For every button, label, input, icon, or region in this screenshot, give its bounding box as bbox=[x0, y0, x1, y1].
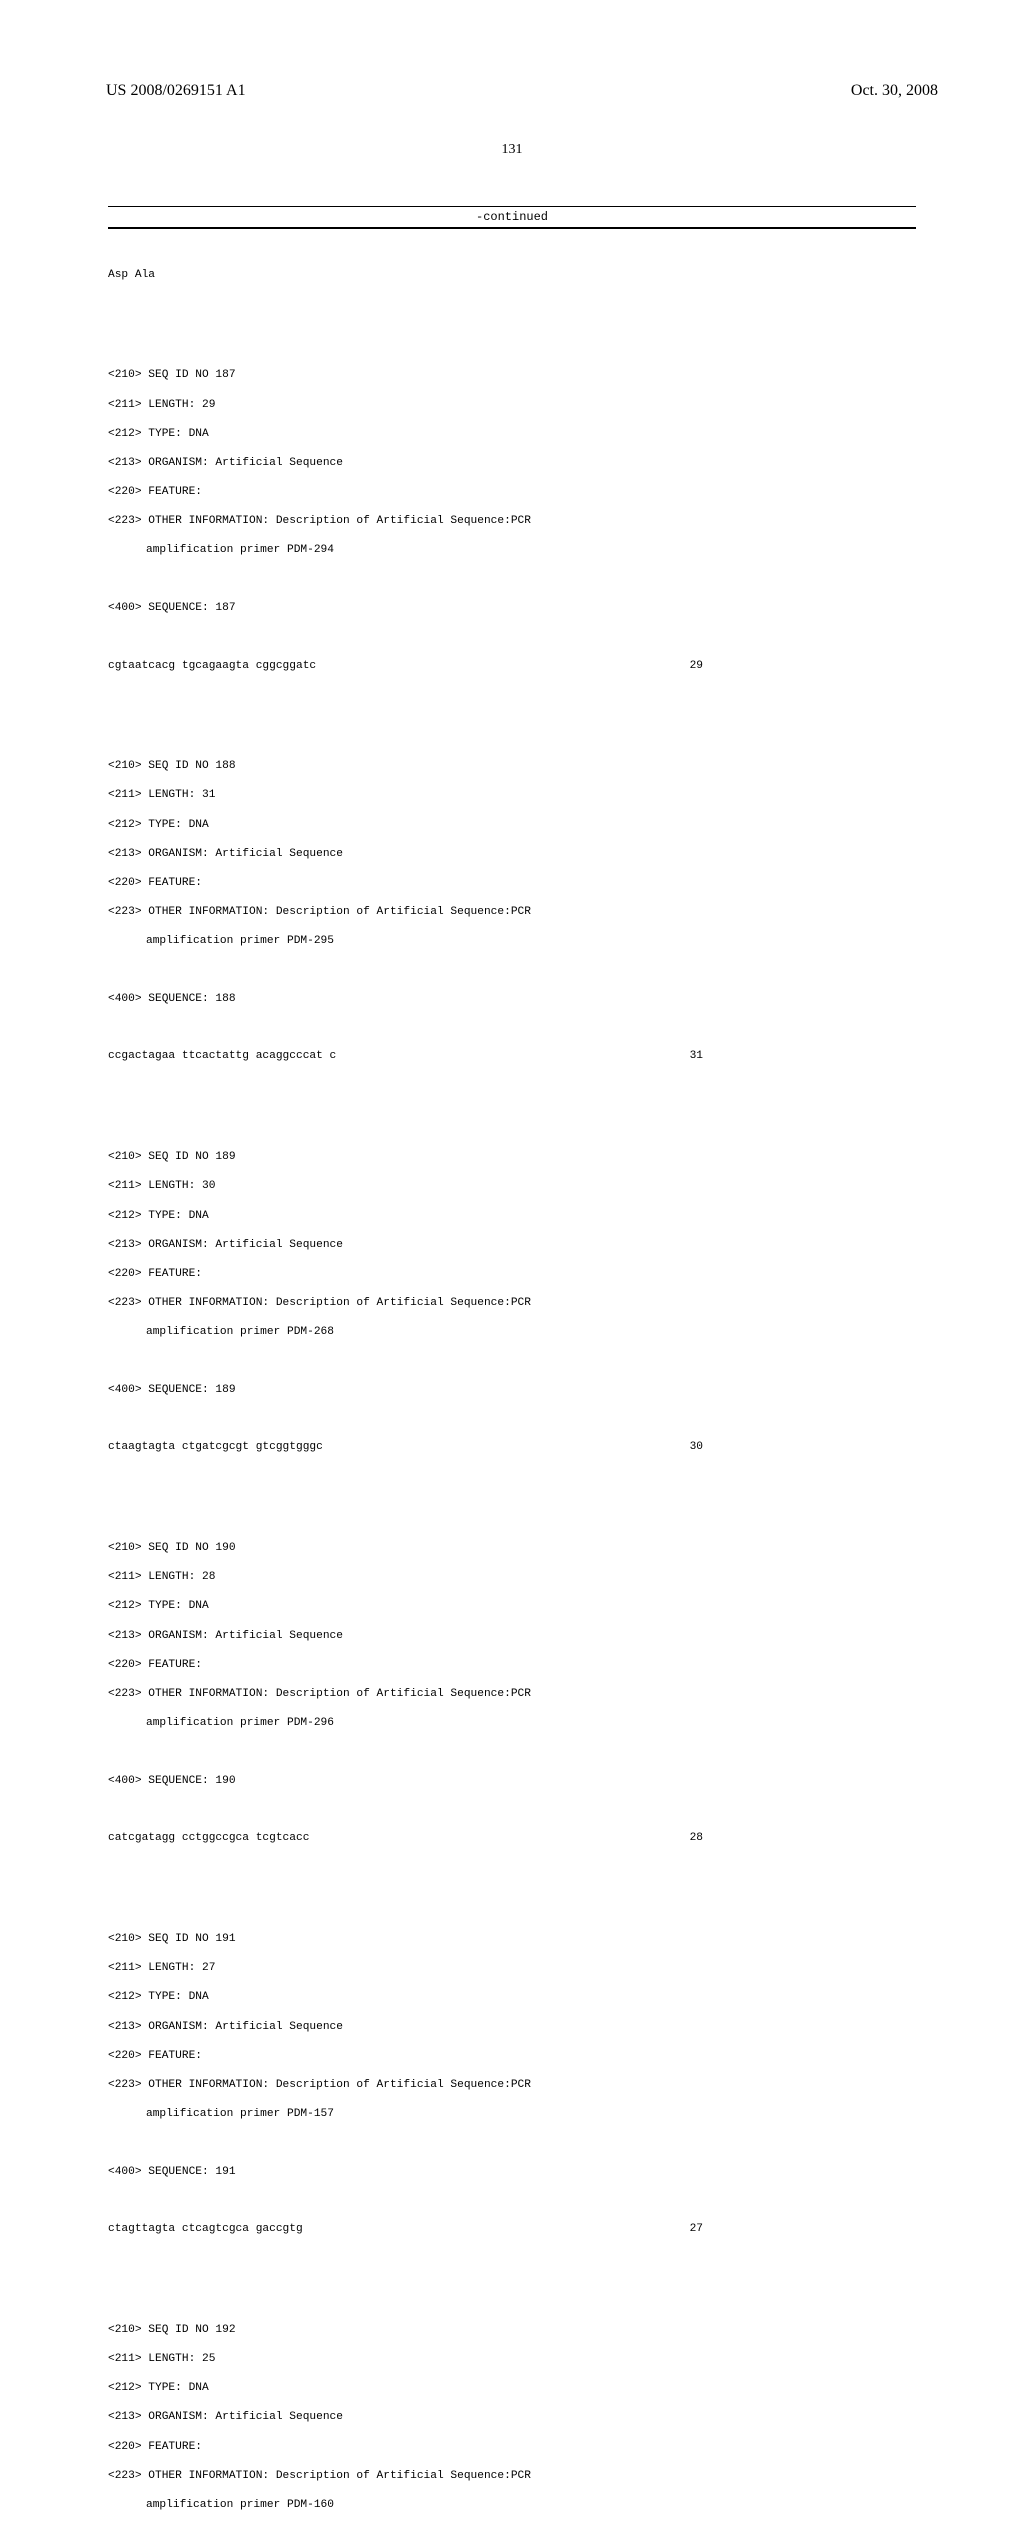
seq-id-line: <210> SEQ ID NO 192 bbox=[108, 2323, 916, 2338]
sequence-data: catcgatagg cctggccgca tcgtcacc bbox=[108, 1831, 309, 1846]
seq-id-line: <210> SEQ ID NO 189 bbox=[108, 1150, 916, 1165]
sequence-label-line: <400> SEQUENCE: 190 bbox=[108, 1774, 916, 1789]
feature-line: <220> FEATURE: bbox=[108, 2440, 916, 2455]
sequence-label-line: <400> SEQUENCE: 188 bbox=[108, 992, 916, 1007]
feature-line: <220> FEATURE: bbox=[108, 485, 916, 500]
organism-line: <213> ORGANISM: Artificial Sequence bbox=[108, 1238, 916, 1253]
type-line: <212> TYPE: DNA bbox=[108, 1599, 916, 1614]
organism-line: <213> ORGANISM: Artificial Sequence bbox=[108, 456, 916, 471]
type-line: <212> TYPE: DNA bbox=[108, 427, 916, 442]
length-line: <211> LENGTH: 25 bbox=[108, 2352, 916, 2367]
publication-number: US 2008/0269151 A1 bbox=[106, 82, 246, 100]
organism-line: <213> ORGANISM: Artificial Sequence bbox=[108, 1629, 916, 1644]
residue-line: Asp Ala bbox=[108, 268, 916, 283]
seq-id-line: <210> SEQ ID NO 190 bbox=[108, 1541, 916, 1556]
type-line: <212> TYPE: DNA bbox=[108, 1209, 916, 1224]
other-info-cont-line: amplification primer PDM-294 bbox=[146, 543, 916, 558]
continued-divider: -continued bbox=[108, 206, 916, 229]
sequence-data-row: ccgactagaa ttcactattg acaggcccat c 31 bbox=[108, 1049, 703, 1064]
sequence-data: cgtaatcacg tgcagaagta cggcggatc bbox=[108, 659, 316, 674]
other-info-line: <223> OTHER INFORMATION: Description of … bbox=[108, 1296, 916, 1311]
sequence-data: ccgactagaa ttcactattg acaggcccat c bbox=[108, 1049, 336, 1064]
type-line: <212> TYPE: DNA bbox=[108, 1990, 916, 2005]
length-line: <211> LENGTH: 27 bbox=[108, 1961, 916, 1976]
sequence-length-num: 28 bbox=[690, 1831, 703, 1846]
seq-id-line: <210> SEQ ID NO 188 bbox=[108, 759, 916, 774]
other-info-line: <223> OTHER INFORMATION: Description of … bbox=[108, 905, 916, 920]
other-info-line: <223> OTHER INFORMATION: Description of … bbox=[108, 2469, 916, 2484]
other-info-line: <223> OTHER INFORMATION: Description of … bbox=[108, 2078, 916, 2093]
organism-line: <213> ORGANISM: Artificial Sequence bbox=[108, 2410, 916, 2425]
other-info-cont-line: amplification primer PDM-157 bbox=[146, 2107, 916, 2122]
sequence-length-num: 31 bbox=[690, 1049, 703, 1064]
sequence-data-row: catcgatagg cctggccgca tcgtcacc 28 bbox=[108, 1831, 703, 1846]
sequence-length-num: 30 bbox=[690, 1440, 703, 1455]
sequence-length-num: 27 bbox=[690, 2222, 703, 2237]
feature-line: <220> FEATURE: bbox=[108, 1658, 916, 1673]
feature-line: <220> FEATURE: bbox=[108, 876, 916, 891]
publication-date: Oct. 30, 2008 bbox=[851, 82, 938, 100]
divider-line-top bbox=[108, 206, 916, 207]
feature-line: <220> FEATURE: bbox=[108, 1267, 916, 1282]
sequence-label-line: <400> SEQUENCE: 191 bbox=[108, 2165, 916, 2180]
continued-label: -continued bbox=[472, 210, 552, 224]
sequence-data: ctagttagta ctcagtcgca gaccgtg bbox=[108, 2222, 303, 2237]
feature-line: <220> FEATURE: bbox=[108, 2049, 916, 2064]
length-line: <211> LENGTH: 30 bbox=[108, 1179, 916, 1194]
page-number: 131 bbox=[0, 142, 1024, 158]
other-info-cont-line: amplification primer PDM-160 bbox=[146, 2498, 916, 2513]
sequence-label-line: <400> SEQUENCE: 187 bbox=[108, 601, 916, 616]
sequence-listing: Asp Ala <210> SEQ ID NO 187 <211> LENGTH… bbox=[0, 229, 1024, 2542]
sequence-length-num: 29 bbox=[690, 659, 703, 674]
sequence-label-line: <400> SEQUENCE: 189 bbox=[108, 1383, 916, 1398]
page-header: US 2008/0269151 A1 Oct. 30, 2008 bbox=[0, 0, 1024, 100]
other-info-cont-line: amplification primer PDM-295 bbox=[146, 934, 916, 949]
sequence-data-row: cgtaatcacg tgcagaagta cggcggatc 29 bbox=[108, 659, 703, 674]
divider-line-bottom bbox=[108, 227, 916, 229]
length-line: <211> LENGTH: 31 bbox=[108, 788, 916, 803]
other-info-cont-line: amplification primer PDM-296 bbox=[146, 1716, 916, 1731]
seq-id-line: <210> SEQ ID NO 187 bbox=[108, 368, 916, 383]
sequence-data-row: ctagttagta ctcagtcgca gaccgtg 27 bbox=[108, 2222, 703, 2237]
length-line: <211> LENGTH: 28 bbox=[108, 1570, 916, 1585]
type-line: <212> TYPE: DNA bbox=[108, 2381, 916, 2396]
organism-line: <213> ORGANISM: Artificial Sequence bbox=[108, 2020, 916, 2035]
sequence-data: ctaagtagta ctgatcgcgt gtcggtgggc bbox=[108, 1440, 323, 1455]
organism-line: <213> ORGANISM: Artificial Sequence bbox=[108, 847, 916, 862]
sequence-data-row: ctaagtagta ctgatcgcgt gtcggtgggc 30 bbox=[108, 1440, 703, 1455]
other-info-line: <223> OTHER INFORMATION: Description of … bbox=[108, 1687, 916, 1702]
type-line: <212> TYPE: DNA bbox=[108, 818, 916, 833]
other-info-line: <223> OTHER INFORMATION: Description of … bbox=[108, 514, 916, 529]
seq-id-line: <210> SEQ ID NO 191 bbox=[108, 1932, 916, 1947]
other-info-cont-line: amplification primer PDM-268 bbox=[146, 1325, 916, 1340]
length-line: <211> LENGTH: 29 bbox=[108, 398, 916, 413]
